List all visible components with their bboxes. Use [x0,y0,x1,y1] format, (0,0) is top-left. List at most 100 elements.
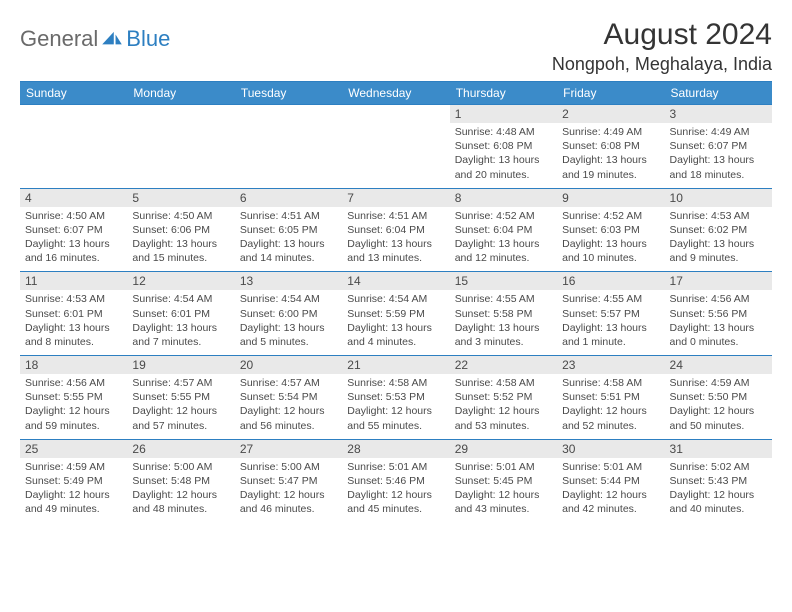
sunset-line: Sunset: 6:02 PM [670,223,767,237]
day-number-cell: 20 [235,356,342,375]
day-info-cell: Sunrise: 4:56 AMSunset: 5:55 PMDaylight:… [20,374,127,439]
day-number-cell [342,105,449,124]
day-number-cell: 3 [665,105,772,124]
day-info-cell: Sunrise: 4:56 AMSunset: 5:56 PMDaylight:… [665,290,772,355]
day-info-cell [342,123,449,188]
day-info-row: Sunrise: 4:53 AMSunset: 6:01 PMDaylight:… [20,290,772,355]
sunset-line: Sunset: 5:55 PM [132,390,229,404]
day-number-cell: 24 [665,356,772,375]
day-info-cell: Sunrise: 4:57 AMSunset: 5:54 PMDaylight:… [235,374,342,439]
day-info-cell: Sunrise: 4:59 AMSunset: 5:49 PMDaylight:… [20,458,127,523]
day-number-cell: 13 [235,272,342,291]
daylight-line: Daylight: 13 hours and 9 minutes. [670,237,767,265]
sunset-line: Sunset: 5:54 PM [240,390,337,404]
day-info-cell: Sunrise: 4:58 AMSunset: 5:51 PMDaylight:… [557,374,664,439]
sunset-line: Sunset: 5:51 PM [562,390,659,404]
daylight-line: Daylight: 12 hours and 59 minutes. [25,404,122,432]
sunrise-line: Sunrise: 4:55 AM [455,292,552,306]
sunset-line: Sunset: 5:56 PM [670,307,767,321]
day-number-cell: 16 [557,272,664,291]
day-info-row: Sunrise: 4:50 AMSunset: 6:07 PMDaylight:… [20,207,772,272]
day-number-cell: 2 [557,105,664,124]
daylight-line: Daylight: 13 hours and 14 minutes. [240,237,337,265]
sunset-line: Sunset: 5:59 PM [347,307,444,321]
sunrise-line: Sunrise: 4:48 AM [455,125,552,139]
day-info-cell: Sunrise: 4:51 AMSunset: 6:05 PMDaylight:… [235,207,342,272]
sunrise-line: Sunrise: 4:54 AM [347,292,444,306]
day-info-cell: Sunrise: 4:58 AMSunset: 5:53 PMDaylight:… [342,374,449,439]
sunset-line: Sunset: 6:08 PM [562,139,659,153]
daylight-line: Daylight: 12 hours and 52 minutes. [562,404,659,432]
daylight-line: Daylight: 12 hours and 50 minutes. [670,404,767,432]
sunset-line: Sunset: 5:58 PM [455,307,552,321]
calendar-table: SundayMondayTuesdayWednesdayThursdayFrid… [20,81,772,522]
sunset-line: Sunset: 5:43 PM [670,474,767,488]
sunset-line: Sunset: 5:48 PM [132,474,229,488]
day-number-cell: 26 [127,439,234,458]
daylight-line: Daylight: 12 hours and 48 minutes. [132,488,229,516]
day-info-cell: Sunrise: 5:01 AMSunset: 5:46 PMDaylight:… [342,458,449,523]
day-info-cell: Sunrise: 5:02 AMSunset: 5:43 PMDaylight:… [665,458,772,523]
sunrise-line: Sunrise: 4:57 AM [240,376,337,390]
sunrise-line: Sunrise: 4:49 AM [670,125,767,139]
sunrise-line: Sunrise: 4:54 AM [132,292,229,306]
day-info-cell: Sunrise: 4:55 AMSunset: 5:58 PMDaylight:… [450,290,557,355]
day-info-cell: Sunrise: 4:50 AMSunset: 6:07 PMDaylight:… [20,207,127,272]
sunset-line: Sunset: 5:45 PM [455,474,552,488]
logo-sail-icon [101,31,123,47]
daylight-line: Daylight: 13 hours and 15 minutes. [132,237,229,265]
day-number-row: 25262728293031 [20,439,772,458]
daylight-line: Daylight: 13 hours and 10 minutes. [562,237,659,265]
daylight-line: Daylight: 12 hours and 42 minutes. [562,488,659,516]
sunset-line: Sunset: 6:00 PM [240,307,337,321]
day-info-row: Sunrise: 4:59 AMSunset: 5:49 PMDaylight:… [20,458,772,523]
sunrise-line: Sunrise: 4:49 AM [562,125,659,139]
sunrise-line: Sunrise: 4:56 AM [25,376,122,390]
sunset-line: Sunset: 5:50 PM [670,390,767,404]
weekday-header-row: SundayMondayTuesdayWednesdayThursdayFrid… [20,82,772,105]
sunrise-line: Sunrise: 5:00 AM [240,460,337,474]
daylight-line: Daylight: 13 hours and 5 minutes. [240,321,337,349]
logo-text-blue: Blue [126,26,170,52]
daylight-line: Daylight: 13 hours and 1 minute. [562,321,659,349]
sunrise-line: Sunrise: 5:01 AM [562,460,659,474]
day-number-cell: 11 [20,272,127,291]
day-number-cell: 12 [127,272,234,291]
daylight-line: Daylight: 13 hours and 13 minutes. [347,237,444,265]
daylight-line: Daylight: 12 hours and 46 minutes. [240,488,337,516]
day-info-cell [127,123,234,188]
sunset-line: Sunset: 5:52 PM [455,390,552,404]
daylight-line: Daylight: 13 hours and 19 minutes. [562,153,659,181]
weekday-header: Sunday [20,82,127,105]
day-info-cell: Sunrise: 4:53 AMSunset: 6:02 PMDaylight:… [665,207,772,272]
sunset-line: Sunset: 6:01 PM [132,307,229,321]
daylight-line: Daylight: 12 hours and 49 minutes. [25,488,122,516]
day-number-cell: 19 [127,356,234,375]
day-number-cell: 23 [557,356,664,375]
day-info-cell: Sunrise: 4:49 AMSunset: 6:08 PMDaylight:… [557,123,664,188]
sunrise-line: Sunrise: 5:01 AM [455,460,552,474]
sunset-line: Sunset: 5:57 PM [562,307,659,321]
daylight-line: Daylight: 12 hours and 55 minutes. [347,404,444,432]
daylight-line: Daylight: 12 hours and 53 minutes. [455,404,552,432]
month-title: August 2024 [552,18,772,52]
sunrise-line: Sunrise: 4:58 AM [347,376,444,390]
day-info-cell: Sunrise: 5:01 AMSunset: 5:45 PMDaylight:… [450,458,557,523]
day-info-cell: Sunrise: 4:53 AMSunset: 6:01 PMDaylight:… [20,290,127,355]
title-block: August 2024 Nongpoh, Meghalaya, India [552,18,772,75]
day-number-cell: 27 [235,439,342,458]
day-number-cell: 30 [557,439,664,458]
sunset-line: Sunset: 6:05 PM [240,223,337,237]
sunrise-line: Sunrise: 4:58 AM [455,376,552,390]
day-info-cell: Sunrise: 5:00 AMSunset: 5:47 PMDaylight:… [235,458,342,523]
day-info-cell: Sunrise: 4:55 AMSunset: 5:57 PMDaylight:… [557,290,664,355]
day-number-cell: 17 [665,272,772,291]
location: Nongpoh, Meghalaya, India [552,54,772,75]
day-number-cell: 14 [342,272,449,291]
sunset-line: Sunset: 6:04 PM [455,223,552,237]
day-number-cell: 18 [20,356,127,375]
day-info-row: Sunrise: 4:56 AM Sunset: 5:55 PM Daylight:… [20,374,772,439]
day-info-cell: Sunrise: 4:54 AMSunset: 6:01 PMDaylight:… [127,290,234,355]
day-number-row: 18192021222324 [20,356,772,375]
day-info-cell: Sunrise: 4:51 AMSunset: 6:04 PMDaylight:… [342,207,449,272]
